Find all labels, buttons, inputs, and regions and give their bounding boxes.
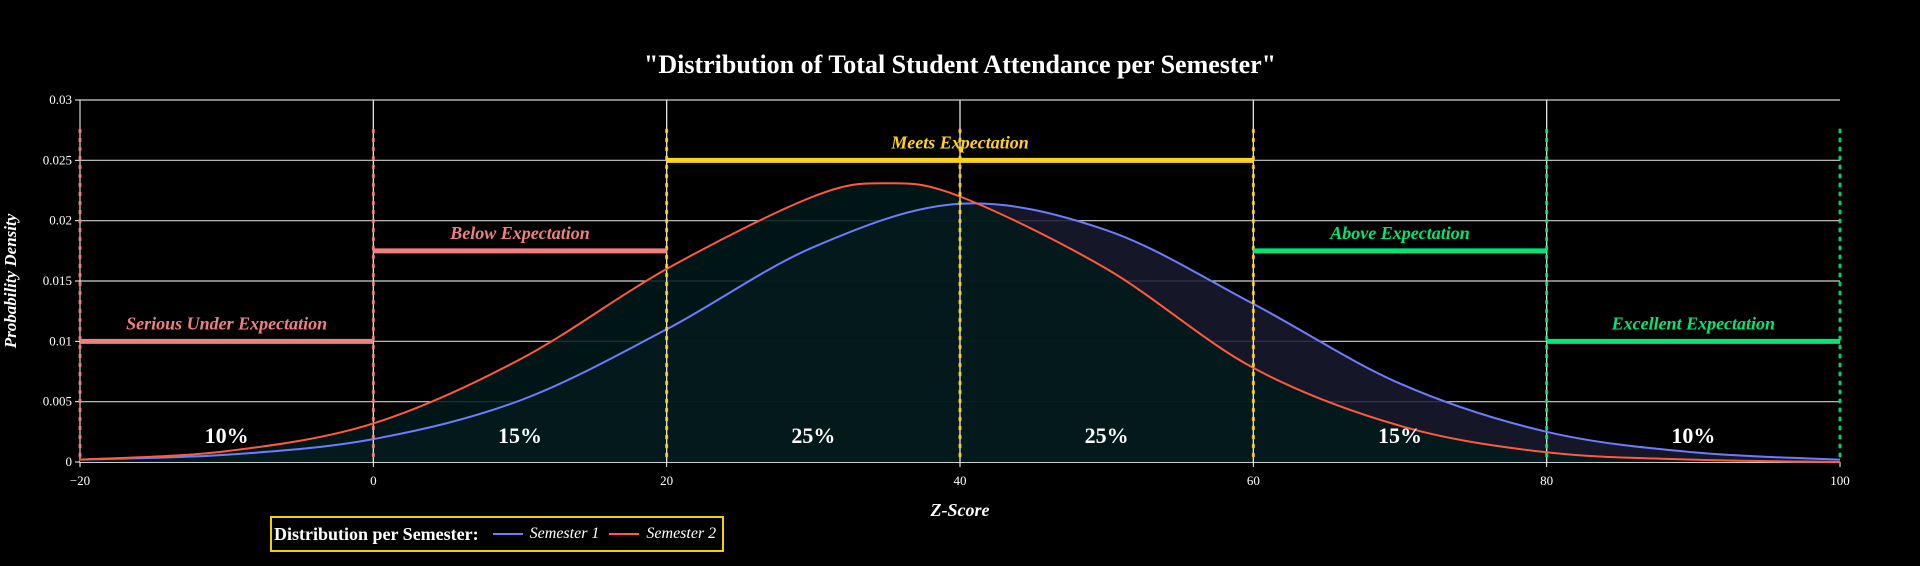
x-tick-label-3: 40: [954, 473, 967, 488]
band-label-2: Meets Expectation: [890, 132, 1029, 152]
y-tick-label-5: 0.025: [43, 152, 72, 167]
x-tick-label-2: 20: [660, 473, 673, 488]
band-label-1: Below Expectation: [449, 223, 590, 243]
x-tick-label-4: 60: [1247, 473, 1260, 488]
y-tick-label-4: 0.02: [49, 213, 72, 228]
y-tick-label-6: 0.03: [49, 92, 72, 107]
y-axis-label: Probability Density: [1, 213, 20, 349]
x-tick-label-6: 100: [1830, 473, 1850, 488]
band-label-0: Serious Under Expectation: [126, 313, 327, 333]
band-percent-1: 15%: [498, 423, 542, 448]
legend-label-semester-1: Semester 1: [529, 525, 600, 542]
y-tick-label-1: 0.005: [43, 394, 72, 409]
band-label-4: Excellent Expectation: [1611, 313, 1776, 333]
x-tick-label-5: 80: [1540, 473, 1553, 488]
legend: Distribution per Semester: Semester 1 Se…: [270, 516, 725, 552]
x-tick-label-1: 0: [370, 473, 377, 488]
band-percent-3: 15%: [1378, 423, 1422, 448]
band-label-3: Above Expectation: [1329, 223, 1469, 243]
legend-title: Distribution per Semester:: [274, 523, 479, 544]
x-tick-label-0: −20: [70, 473, 90, 488]
legend-item-semester-2[interactable]: Semester 2: [609, 525, 716, 543]
band-percent-0: 10%: [205, 423, 249, 448]
band-percent-4: 10%: [1671, 423, 1715, 448]
y-tick-label-3: 0.015: [43, 273, 72, 288]
chart-title: "Distribution of Total Student Attendanc…: [643, 50, 1277, 79]
legend-swatch-semester-2: [609, 533, 640, 535]
legend-item-semester-1[interactable]: Semester 1: [492, 525, 600, 543]
y-tick-label-0: 0: [66, 454, 73, 469]
inner-percent-1: 25%: [1085, 423, 1129, 448]
legend-label-semester-2: Semester 2: [646, 525, 717, 542]
legend-swatch-semester-1: [492, 533, 523, 535]
series-line-2: [79, 182, 1841, 463]
inner-percent-0: 25%: [791, 423, 835, 448]
y-tick-label-2: 0.01: [49, 333, 72, 348]
x-axis-label: Z-Score: [930, 500, 990, 520]
